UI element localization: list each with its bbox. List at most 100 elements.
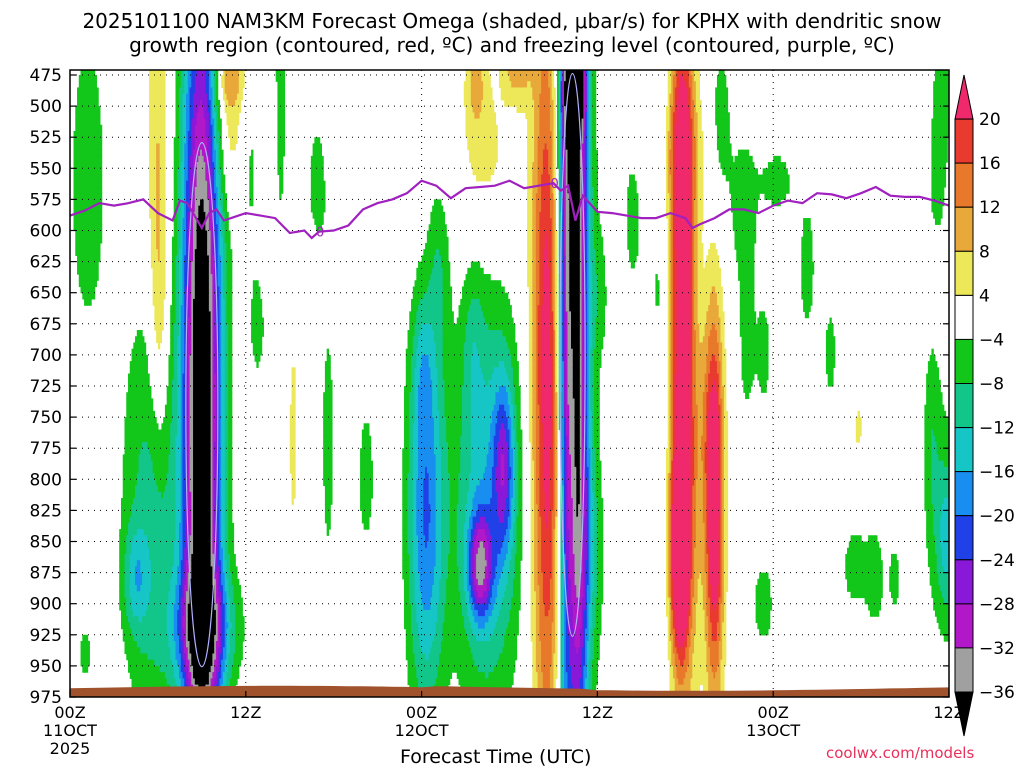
omega-cell [214,572,217,580]
omega-cell [163,535,166,543]
omega-cell [214,653,217,661]
omega-cell [196,491,199,499]
omega-cell [203,404,206,412]
omega-cell [163,504,166,511]
omega-cell [177,124,180,132]
omega-cell [180,70,184,76]
omega-cell [198,441,201,449]
omega-cell [212,162,215,169]
omega-cell [77,162,80,169]
omega-cell [201,404,205,412]
omega-cell [193,81,196,89]
omega-cell [159,218,163,225]
omega-cell [180,118,184,126]
omega-cell [147,641,150,648]
omega-cell [198,174,201,182]
omega-cell [133,460,136,468]
omega-cell [189,93,192,101]
omega-cell [215,560,219,567]
omega-cell [215,404,219,412]
omega-cell [157,323,161,331]
omega-cell [167,697,169,704]
omega-cell [189,342,192,350]
omega-cell [186,535,189,543]
omega-cell [129,497,133,505]
omega-cell [186,609,189,617]
omega-cell [210,348,213,356]
omega-cell [203,298,206,306]
omega-cell [92,87,96,95]
omega-cell [193,186,196,194]
omega-cell [87,267,90,275]
omega-cell [91,267,94,275]
omega-cell [85,199,89,207]
omega-cell [142,479,145,487]
omega-cell [156,585,159,592]
omega-cell [201,149,205,157]
omega-cell [136,460,140,468]
omega-cell [77,230,80,238]
omega-cell [208,547,212,555]
omega-cell [149,398,152,406]
omega-cell [92,93,96,101]
omega-cell [129,448,133,456]
omega-cell [131,354,134,362]
omega-cell [120,510,124,518]
omega-cell [179,628,182,636]
omega-cell [212,466,215,474]
omega-cell [196,211,199,219]
omega-cell [143,485,147,493]
omega-cell [203,417,206,424]
omega-cell [217,249,221,256]
omega-cell [207,236,210,244]
omega-cell [208,510,212,518]
omega-cell [85,149,89,157]
omega-cell [170,448,173,456]
omega-cell [193,361,196,368]
omega-cell [133,497,136,505]
omega-cell [187,653,191,661]
omega-cell [203,342,206,350]
omega-cell [198,230,201,238]
omega-cell [122,560,126,567]
omega-cell [135,585,138,592]
omega-cell [201,572,205,580]
omega-cell [200,199,203,207]
omega-cell [214,622,217,630]
omega-cell [147,504,150,511]
omega-cell [96,274,99,281]
omega-cell [171,361,175,368]
omega-cell [187,149,191,157]
omega-cell [207,242,210,250]
omega-cell [82,292,85,300]
omega-cell [193,261,196,269]
omega-cell [128,454,131,462]
omega-cell [217,211,221,219]
omega-cell [92,199,96,207]
omega-cell [201,236,205,244]
omega-cell [201,454,205,462]
omega-cell [84,647,87,655]
omega-cell [198,137,201,145]
omega-cell [200,603,203,611]
omega-cell [159,647,163,655]
omega-cell [187,609,191,617]
omega-cell [156,205,159,213]
omega-cell [215,180,219,188]
omega-cell [196,367,199,375]
omega-cell [203,186,206,194]
omega-cell [150,429,154,437]
omega-cell [159,168,163,176]
omega-cell [85,298,89,306]
omega-cell [168,697,170,704]
omega-cell [85,118,89,126]
omega-cell [171,591,175,599]
omega-cell [122,597,126,605]
omega-cell [205,81,208,89]
omega-cell [198,504,201,511]
omega-cell [161,510,164,518]
omega-cell [161,585,164,592]
omega-cell [175,317,178,325]
omega-cell [152,665,155,673]
omega-cell [180,317,184,325]
